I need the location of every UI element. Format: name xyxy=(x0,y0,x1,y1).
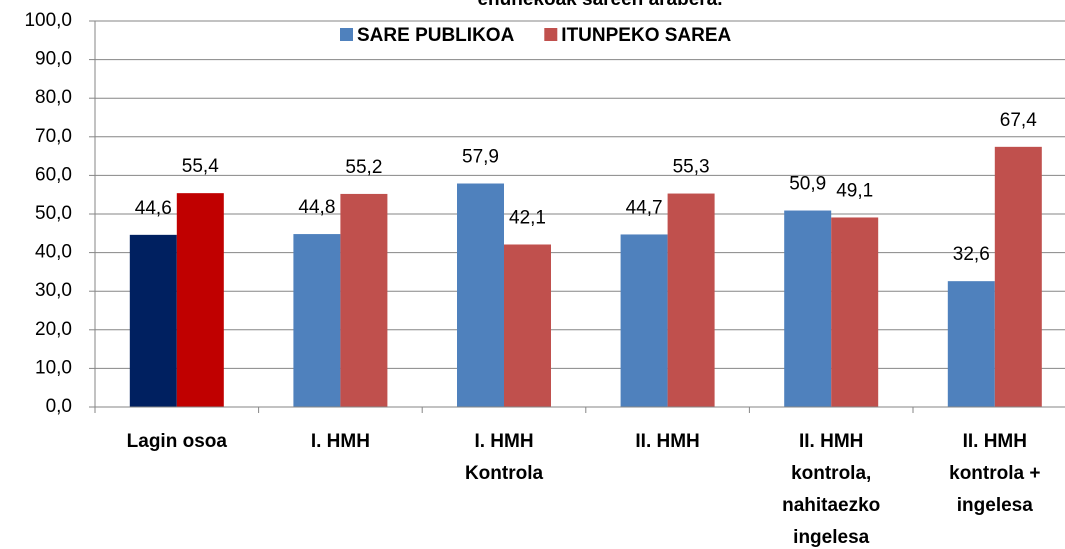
bar xyxy=(457,183,504,407)
x-tick-label: II. HMH xyxy=(635,431,699,452)
data-label: 55,2 xyxy=(345,157,382,178)
y-tick-label: 30,0 xyxy=(35,280,72,301)
bar xyxy=(620,234,668,407)
y-tick-label: 0,0 xyxy=(46,396,72,417)
bar xyxy=(129,234,177,407)
y-tick-label: 100,0 xyxy=(24,10,72,31)
x-tick-label-line: I. HMH xyxy=(311,431,370,452)
bar xyxy=(504,244,551,407)
x-tick-label-line: II. HMH xyxy=(799,431,863,452)
x-tick-label-line: kontrola, xyxy=(791,463,871,484)
x-tick-label-line: ingelesa xyxy=(793,527,869,548)
data-label: 55,3 xyxy=(673,157,710,178)
data-label: 49,1 xyxy=(836,180,873,201)
x-tick-label: Lagin osoa xyxy=(127,431,228,452)
data-label: 44,7 xyxy=(626,197,663,218)
data-label: 55,4 xyxy=(182,156,219,177)
y-tick-label: 20,0 xyxy=(35,319,72,340)
legend-label: SARE PUBLIKOA xyxy=(357,25,515,46)
x-tick-label-line: II. HMH xyxy=(963,431,1027,452)
x-tick-label: II. HMH kontrola, nahitaezko ingelesa xyxy=(782,431,880,548)
bar xyxy=(784,210,832,407)
bar xyxy=(176,193,224,407)
legend-swatch xyxy=(340,28,353,41)
x-tick-label-line: nahitaezko xyxy=(782,495,880,516)
x-tick-label-line: kontrola + xyxy=(949,463,1040,484)
bar xyxy=(667,193,715,407)
y-tick-label: 60,0 xyxy=(35,164,72,185)
data-label: 44,6 xyxy=(135,198,172,219)
y-tick-label: 10,0 xyxy=(35,357,72,378)
data-label: 32,6 xyxy=(953,244,990,265)
x-tick-label: I. HMH Kontrola xyxy=(465,431,544,484)
y-tick-label: 50,0 xyxy=(35,203,72,224)
bar xyxy=(947,281,995,407)
x-tick-label-line: II. HMH xyxy=(635,431,699,452)
legend-swatch xyxy=(544,28,558,41)
data-label: 42,1 xyxy=(509,208,546,229)
x-tick-label-line: I. HMH xyxy=(474,431,533,452)
bar xyxy=(994,146,1042,407)
data-label: 50,9 xyxy=(789,174,826,195)
bar xyxy=(831,217,879,407)
chart-title: ehunekoak sareen arabera. xyxy=(477,0,722,10)
data-label: 67,4 xyxy=(1000,110,1037,131)
y-tick-label: 40,0 xyxy=(35,242,72,263)
y-tick-label: 90,0 xyxy=(35,49,72,70)
data-label: 57,9 xyxy=(462,147,499,168)
x-tick-label-line: Kontrola xyxy=(465,463,544,484)
x-tick-label: II. HMH kontrola + ingelesa xyxy=(949,431,1040,516)
x-tick-label-line: Lagin osoa xyxy=(127,431,228,452)
bar xyxy=(340,193,388,407)
x-tick-label: I. HMH xyxy=(311,431,370,452)
legend-label: ITUNPEKO SAREA xyxy=(561,25,731,46)
data-label: 44,8 xyxy=(298,197,335,218)
y-tick-label: 70,0 xyxy=(35,126,72,147)
y-tick-label: 80,0 xyxy=(35,87,72,108)
bar xyxy=(293,234,341,407)
x-tick-label-line: ingelesa xyxy=(957,495,1033,516)
